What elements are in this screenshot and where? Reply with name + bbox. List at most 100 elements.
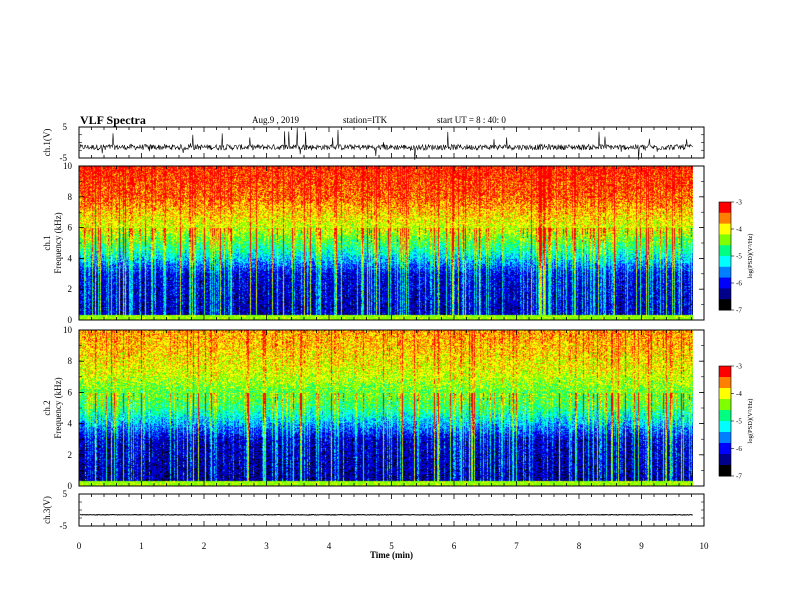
ch3-waveform-panel: 5 -5 ch.3(V) [42, 489, 705, 531]
ch2-spectrogram-image [79, 330, 693, 486]
colorbar-segment [719, 389, 731, 393]
colorbar-segment [719, 295, 731, 298]
colorbar-segment [719, 466, 731, 470]
colorbar-segment [719, 443, 731, 446]
x-axis-label: Time (min) [370, 550, 413, 560]
colorbar-segment [719, 236, 731, 239]
colorbar-segment [719, 225, 731, 228]
colorbar-segment [719, 293, 731, 297]
station-label: station=ITK [343, 115, 388, 125]
colorbar-segment [719, 457, 731, 460]
colorbar-segment [719, 283, 731, 286]
colorbar-segment [719, 211, 731, 214]
colorbar-segment [719, 304, 731, 307]
x-tick-label: 4 [327, 541, 332, 551]
ch2-spectrogram-ytick-label: 10 [63, 325, 73, 335]
colorbar-segment [719, 230, 731, 234]
colorbar-segment [719, 395, 731, 398]
ch1-waveform-panel: 5 -5 ch.1(V) [42, 122, 705, 163]
ch1-spectrogram-ytick-label: 0 [68, 315, 73, 325]
colorbar-segment [719, 411, 731, 415]
colorbar-tick-label: -5 [736, 253, 742, 261]
ch1-spectrogram-ytick-label: 4 [68, 253, 73, 263]
time-axis: 0 1 2 3 4 5 6 7 8 9 10 Time (min) [77, 541, 709, 560]
ch1-spectrogram-ylabel-frequency: Frequency (kHz) [53, 212, 63, 273]
colorbar-segment [719, 284, 731, 288]
colorbar-segment [719, 268, 731, 271]
colorbar-segment [719, 391, 731, 394]
colorbar-segment [719, 437, 731, 440]
colorbar-segment [719, 274, 731, 277]
colorbar-segment [719, 406, 731, 409]
colorbar-segment [719, 373, 731, 376]
colorbar-segment [719, 239, 731, 243]
colorbar-segment [719, 413, 731, 416]
colorbar-segment [719, 203, 731, 207]
colorbar-segment [719, 302, 731, 306]
x-tick-label: 8 [577, 541, 582, 551]
x-tick-label: 5 [389, 541, 394, 551]
colorbar-segment [719, 384, 731, 387]
colorbar-segment [719, 444, 731, 448]
colorbar-segment [719, 386, 731, 389]
ch1-colorbar: -3 -4 -5 -6 -7 log(PSD)(V²/Hz) [718, 199, 754, 315]
ch2-spectrogram-ytick-label: 8 [68, 356, 73, 366]
colorbar-segment [719, 426, 731, 429]
x-tick-label: 3 [264, 541, 269, 551]
ch1-waveform-trace [79, 127, 693, 160]
x-tick-label: 7 [514, 541, 519, 551]
colorbar-segment [719, 279, 731, 282]
colorbar-segment [719, 369, 731, 372]
colorbar-segment [719, 216, 731, 219]
colorbar-segment [719, 286, 731, 289]
colorbar-segment [719, 272, 731, 275]
colorbar-segment [719, 441, 731, 444]
colorbar-segment [719, 212, 731, 216]
colorbar-segment [719, 214, 731, 217]
colorbar-segment [719, 468, 731, 471]
colorbar-tick-label: -6 [736, 445, 742, 453]
colorbar-segment [719, 232, 731, 235]
colorbar-segment [719, 377, 731, 380]
colorbar-segment [719, 366, 731, 369]
colorbar-segment [719, 446, 731, 449]
colorbar-segment [719, 450, 731, 453]
colorbar-segment [719, 223, 731, 226]
colorbar-tick-label: -3 [736, 363, 742, 371]
colorbar-segment [719, 461, 731, 464]
colorbar-segment [719, 292, 731, 295]
colorbar-segment [719, 371, 731, 374]
colorbar-segment [719, 288, 731, 291]
colorbar-segment [719, 247, 731, 250]
colorbar-segment [719, 432, 731, 435]
date-label: Aug.9 , 2019 [252, 115, 299, 125]
colorbar-segment [719, 430, 731, 433]
colorbar-segment [719, 400, 731, 404]
ch1-waveform-ylabel: ch.1(V) [42, 129, 52, 157]
ch1-spectrogram-panel: 0 2 4 6 8 10 ch.1 Frequency (kHz) [42, 161, 705, 325]
colorbar-segment [719, 404, 731, 407]
colorbar-segment [719, 229, 731, 232]
colorbar-segment [719, 421, 731, 424]
colorbar-segment [719, 463, 731, 466]
colorbar-segment [719, 257, 731, 261]
colorbar-segment [719, 290, 731, 293]
colorbar-segment [719, 454, 731, 457]
colorbar-segment [719, 382, 731, 385]
colorbar-segment [719, 378, 731, 382]
colorbar-segment [719, 227, 731, 230]
colorbar-segment [719, 270, 731, 273]
colorbar-segment [719, 402, 731, 405]
colorbar-segment [719, 263, 731, 266]
colorbar-segment [719, 474, 731, 477]
ch2-spectrogram-ytick-label: 0 [68, 481, 73, 491]
colorbar-segment [719, 301, 731, 304]
colorbar-tick-label: -4 [736, 226, 742, 234]
ch1-waveform-ytick-label: -5 [60, 153, 68, 163]
colorbar-segment [719, 297, 731, 300]
x-tick-label: 10 [700, 541, 710, 551]
x-tick-label: 9 [639, 541, 644, 551]
colorbar-segment [719, 388, 731, 391]
ch1-spectrogram-ytick-label: 10 [63, 161, 73, 171]
